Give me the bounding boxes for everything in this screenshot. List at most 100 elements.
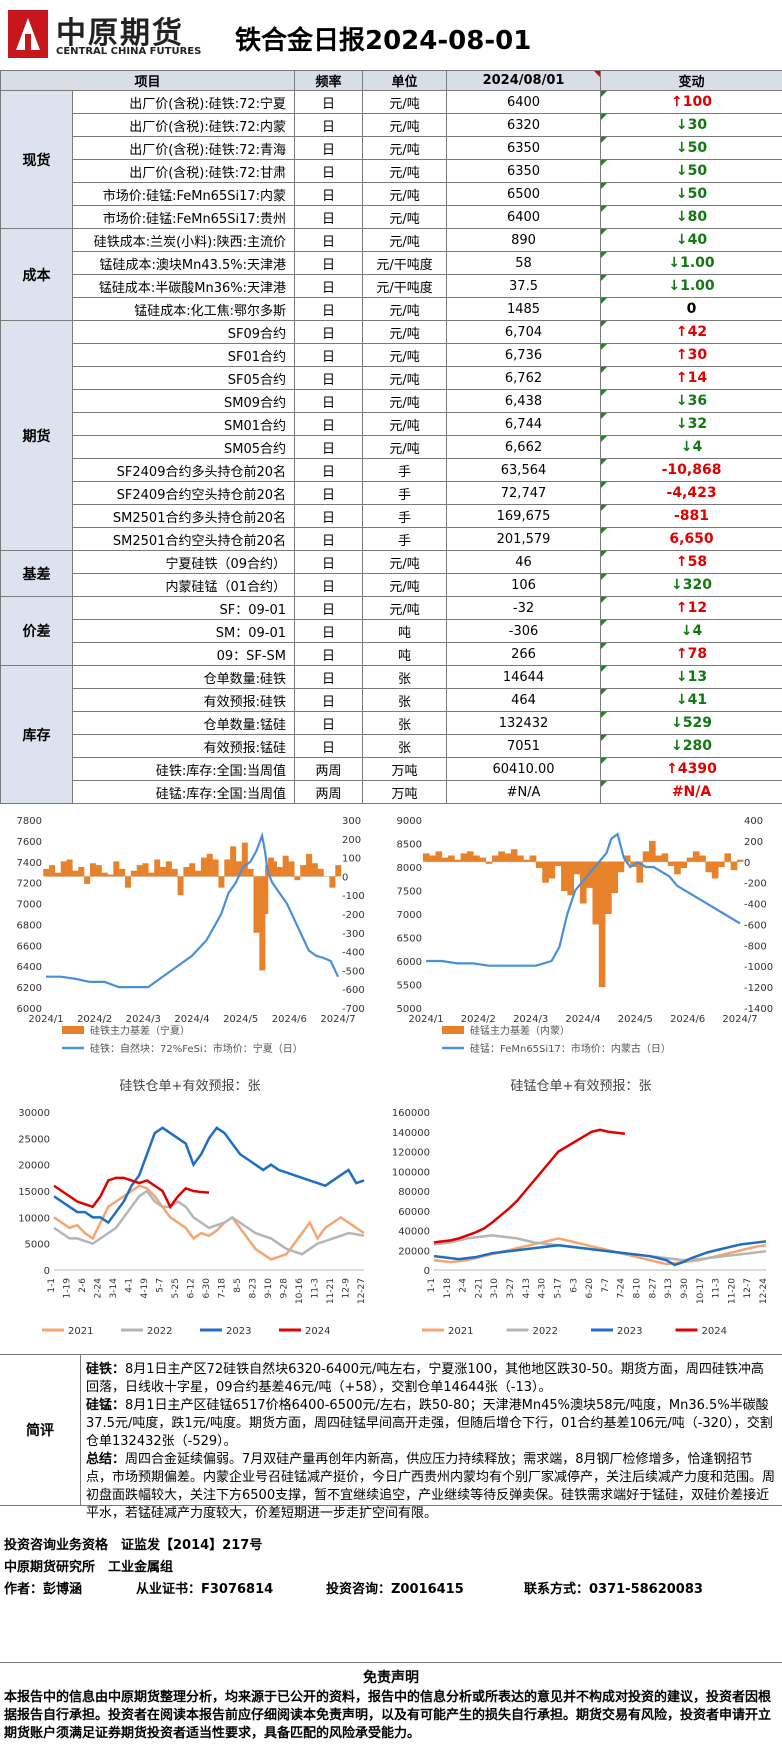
y-tick-label: 15000: [18, 1187, 50, 1198]
cert-line: 从业证书：F3076814: [136, 1578, 273, 1597]
disclaimer-title: 免责声明: [0, 1667, 782, 1687]
x-tick-label: 6-20: [585, 1278, 595, 1299]
freq-cell: 日: [295, 459, 363, 482]
item-cell: SM09合约: [73, 390, 295, 413]
y-right-tick-label: -1200: [744, 983, 773, 994]
value-cell: 6,704: [447, 321, 601, 344]
unit-cell: 元/吨: [363, 390, 447, 413]
y-tick-label: 100000: [392, 1167, 430, 1178]
basis-bar: [680, 862, 687, 868]
arrow-down-icon: ↓: [668, 255, 680, 271]
change-value: 12: [688, 600, 707, 616]
comment-marker-icon: [601, 137, 607, 143]
col-header-date: 2024/08/01: [447, 71, 601, 91]
unit-cell: 元/吨: [363, 413, 447, 436]
x-tick-label: 2024/7: [320, 1014, 355, 1025]
x-tick-label: 2024/2: [77, 1014, 112, 1025]
freq-cell: 日: [295, 344, 363, 367]
freq-cell: 日: [295, 298, 363, 321]
basis-bar: [283, 856, 289, 877]
arrow-down-icon: ↓: [676, 209, 688, 225]
category-cell: 基差: [1, 551, 73, 597]
value-cell: 72,747: [447, 482, 601, 505]
x-tick-label: 2024/5: [618, 1014, 653, 1025]
unit-cell: 元/吨: [363, 436, 447, 459]
basis-bar: [611, 862, 618, 893]
arrow-up-icon: ↑: [676, 370, 688, 386]
basis-bar: [131, 871, 137, 877]
basis-bar: [289, 861, 295, 876]
change-cell: ↓4: [601, 620, 782, 643]
comment-marker-icon: [601, 436, 607, 442]
comment-marker-icon: [601, 758, 607, 764]
freq-cell: 日: [295, 252, 363, 275]
item-cell: SF09合约: [73, 321, 295, 344]
value-cell: 6,662: [447, 436, 601, 459]
x-tick-label: 5-7: [156, 1278, 166, 1293]
comment-marker-icon: [601, 574, 607, 580]
basis-bar: [605, 862, 612, 914]
basis-bar: [737, 860, 744, 862]
item-cell: SF05合约: [73, 367, 295, 390]
comment-marker-icon: [601, 482, 607, 488]
category-cell: 成本: [1, 229, 73, 321]
x-tick-label: 2024/1: [28, 1014, 63, 1025]
table-header-row: 项目 频率 单位 2024/08/01 变动: [1, 71, 782, 91]
commentary-sif: 硅铁：8月1日主产区72硅铁自然块6320-6400元/吨左右，宁夏涨100，其…: [86, 1361, 776, 1397]
table-row: 硅锰:库存:全国:当周值两周万吨#N/A#N/A: [1, 781, 782, 804]
x-tick-label: 2024/3: [126, 1014, 161, 1025]
x-tick-label: 2024/4: [174, 1014, 209, 1025]
basis-bar: [183, 867, 189, 876]
legend-label: 2024: [702, 1326, 727, 1337]
series-line: [434, 1241, 766, 1265]
author-line: 作者：彭博涵: [4, 1578, 82, 1597]
comment-marker-icon: [601, 413, 607, 419]
basis-bar: [49, 865, 55, 876]
arrow-down-icon: ↓: [671, 715, 683, 731]
basis-bar: [655, 856, 662, 862]
change-cell: ↓36: [601, 390, 782, 413]
x-tick-label: 2024/5: [223, 1014, 258, 1025]
item-cell: 仓单数量:锰硅: [73, 712, 295, 735]
arrow-down-icon: ↓: [676, 393, 688, 409]
change-value: 58: [688, 554, 707, 570]
item-cell: 09：SF-SM: [73, 643, 295, 666]
basis-bar: [643, 851, 650, 861]
col-header-change: 变动: [601, 71, 782, 91]
comment-marker-icon: [601, 735, 607, 741]
x-tick-label: 8-27: [648, 1278, 658, 1298]
y-left-tick-label: 5500: [397, 981, 422, 992]
x-tick-label: 10-16: [295, 1278, 305, 1304]
y-tick-label: 0: [44, 1266, 50, 1277]
basis-bar: [306, 854, 312, 877]
basis-bar: [148, 873, 154, 877]
value-cell: 58: [447, 252, 601, 275]
comment-marker-icon: [601, 459, 607, 465]
commentary-summary-head: 总结：: [86, 1452, 125, 1467]
freq-cell: 日: [295, 551, 363, 574]
arrow-down-icon: ↓: [676, 669, 688, 685]
basis-bar: [511, 849, 518, 862]
company-logo-icon: [8, 10, 48, 58]
change-value: 4: [693, 623, 703, 639]
y-tick-label: 30000: [18, 1108, 50, 1119]
price-line: [46, 836, 338, 987]
basis-bar: [724, 853, 731, 861]
commentary-sif-head: 硅铁：: [86, 1362, 125, 1377]
basis-bar: [561, 862, 568, 891]
arrow-down-icon: ↓: [671, 577, 683, 593]
change-cell: ↓320: [601, 574, 782, 597]
change-cell: ↓1.00: [601, 275, 782, 298]
freq-cell: 日: [295, 114, 363, 137]
change-cell: ↓40: [601, 229, 782, 252]
item-cell: 有效预报:锰硅: [73, 735, 295, 758]
